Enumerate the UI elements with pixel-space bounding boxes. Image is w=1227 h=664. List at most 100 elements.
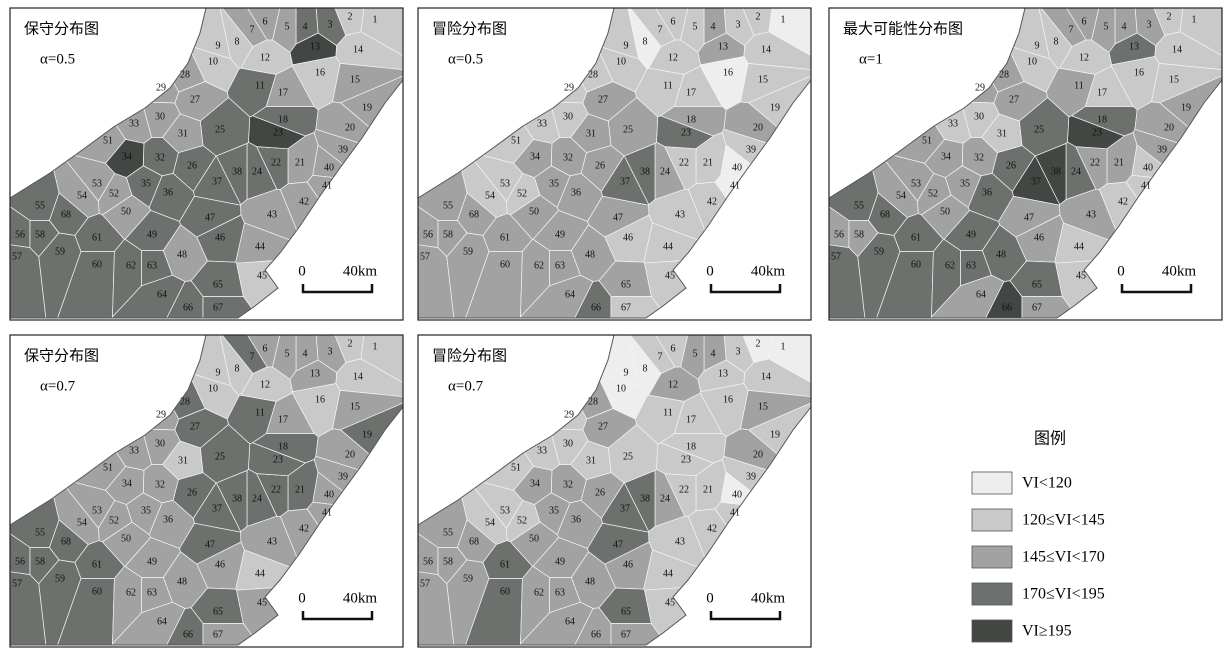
region-number: 26 [187, 487, 197, 498]
legend-swatch [972, 620, 1012, 642]
region-number: 47 [613, 212, 623, 223]
region-number: 30 [155, 111, 165, 122]
region-number: 12 [260, 52, 270, 63]
region-number: 61 [92, 232, 102, 243]
region-number: 2 [1167, 11, 1172, 22]
region-number: 21 [295, 484, 305, 495]
map-panel: 1234567891011121314151617181920212223242… [10, 335, 403, 647]
region-number: 37 [620, 503, 630, 514]
region-number: 41 [730, 180, 740, 191]
region-number: 23 [273, 127, 283, 138]
region [1056, 258, 1223, 318]
region-number: 12 [668, 52, 678, 63]
region [688, 509, 796, 626]
region-number: 7 [250, 351, 255, 362]
region-number: 42 [1118, 196, 1128, 207]
region-number: 48 [177, 576, 187, 587]
region-number: 6 [263, 343, 268, 354]
region-number: 34 [122, 478, 132, 489]
region-number: 6 [1082, 16, 1087, 27]
region-number: 37 [212, 176, 222, 187]
region-number: 28 [180, 396, 190, 407]
region-number: 11 [255, 407, 265, 418]
region-number: 6 [263, 16, 268, 27]
alpha-label: α=0.5 [448, 51, 483, 67]
legend-label: 145≤VI<170 [1022, 549, 1105, 566]
region-number: 5 [285, 21, 290, 32]
region-number: 1 [373, 341, 378, 352]
region-number: 52 [109, 515, 119, 526]
region-number: 50 [121, 206, 131, 217]
region [715, 502, 811, 636]
region-number: 33 [948, 118, 958, 129]
region [307, 175, 403, 309]
region-number: 61 [500, 559, 510, 570]
region-number: 40 [324, 162, 334, 173]
region-number: 66 [183, 302, 193, 313]
region-number: 27 [190, 421, 200, 432]
region-number: 20 [753, 122, 763, 133]
panel-title: 保守分布图 [24, 20, 99, 37]
region-number: 43 [675, 536, 685, 547]
region-number: 50 [529, 206, 539, 217]
legend-label: VI<120 [1022, 475, 1072, 492]
scale-distance: 40km [343, 263, 378, 279]
region-number: 41 [730, 507, 740, 518]
region [715, 175, 811, 309]
region-number: 60 [500, 586, 510, 597]
region-number: 2 [756, 11, 761, 22]
region-number: 16 [1134, 67, 1144, 78]
region-number: 6 [671, 16, 676, 27]
region-number: 37 [620, 176, 630, 187]
region-number: 62 [126, 587, 136, 598]
region-number: 18 [278, 441, 288, 452]
region-number: 62 [945, 260, 955, 271]
region-number: 31 [586, 128, 596, 139]
region-number: 38 [232, 493, 242, 504]
region-number: 26 [595, 160, 605, 171]
region-number: 59 [55, 246, 65, 257]
region-number: 33 [129, 118, 139, 129]
region-number: 3 [736, 346, 741, 357]
region-number: 66 [1002, 302, 1012, 313]
region-number: 5 [693, 348, 698, 359]
region-number: 67 [213, 302, 223, 313]
region-number: 58 [35, 556, 45, 567]
region-number: 10 [208, 56, 218, 67]
region [645, 258, 812, 318]
region-number: 39 [746, 144, 756, 155]
region-number: 57 [420, 578, 430, 589]
region-number: 19 [770, 102, 780, 113]
region-number: 63 [555, 587, 565, 598]
region-number: 14 [353, 371, 363, 382]
region-number: 47 [1024, 212, 1034, 223]
region-number: 67 [621, 302, 631, 313]
region [237, 258, 404, 318]
region-number: 58 [443, 229, 453, 240]
scale-zero: 0 [706, 590, 714, 606]
legend-label: 170≤VI<195 [1022, 586, 1105, 603]
scale-bar [303, 611, 372, 619]
region-number: 57 [420, 251, 430, 262]
region-number: 14 [761, 44, 771, 55]
scale-distance: 40km [343, 590, 378, 606]
region-number: 39 [338, 144, 348, 155]
region-number: 35 [960, 178, 970, 189]
region-number: 63 [147, 260, 157, 271]
region-number: 42 [299, 523, 309, 534]
region-number: 32 [974, 152, 984, 163]
region-number: 33 [129, 445, 139, 456]
region-number: 65 [213, 606, 223, 617]
region [1126, 175, 1222, 309]
legend-swatch [972, 472, 1012, 494]
region-number: 45 [257, 270, 267, 281]
region-number: 59 [874, 246, 884, 257]
region-number: 24 [252, 493, 262, 504]
region-number: 35 [549, 178, 559, 189]
region-number: 13 [718, 41, 728, 52]
region-number: 34 [941, 151, 951, 162]
region-number: 56 [423, 229, 433, 240]
region-number: 13 [310, 368, 320, 379]
region-number: 13 [310, 41, 320, 52]
